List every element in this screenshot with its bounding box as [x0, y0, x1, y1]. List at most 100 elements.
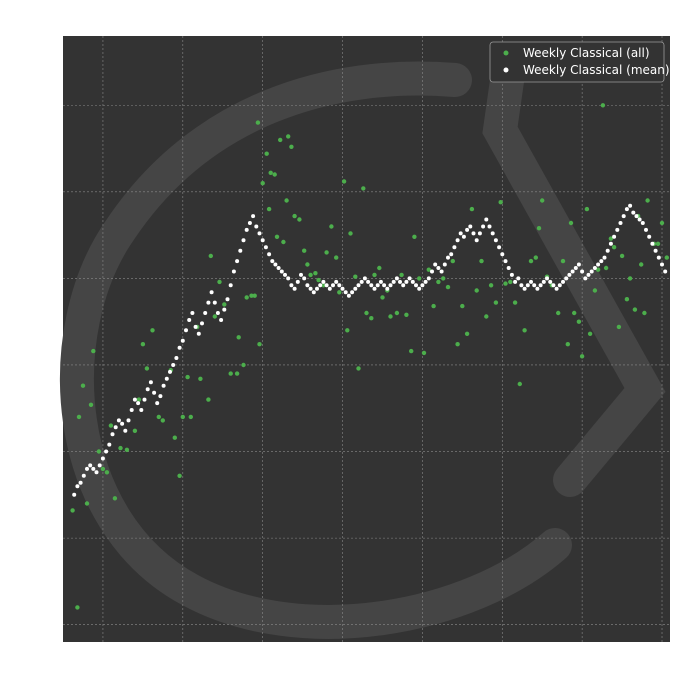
point-mean [513, 279, 518, 284]
point-all [536, 226, 542, 231]
point-mean [455, 238, 460, 243]
point-mean [500, 252, 505, 257]
point-mean [327, 286, 332, 291]
point-all [150, 328, 155, 333]
point-mean [653, 248, 658, 253]
point-all [84, 501, 90, 506]
point-all [337, 290, 342, 295]
point-mean [583, 276, 588, 281]
point-mean [506, 266, 511, 270]
point-mean [187, 318, 192, 322]
point-all [172, 435, 177, 440]
point-all [284, 198, 289, 203]
watermark-logo [59, 43, 666, 639]
point-mean [378, 279, 383, 284]
point-all [268, 170, 273, 175]
point-mean [519, 283, 524, 288]
point-mean [356, 283, 361, 288]
point-all [76, 414, 82, 420]
point-mean [145, 387, 150, 392]
point-mean [631, 210, 636, 215]
point-mean [81, 473, 86, 478]
point-all [380, 295, 385, 300]
point-mean [94, 470, 99, 475]
point-mean [487, 224, 492, 229]
point-all [632, 307, 638, 312]
point-mean [346, 293, 351, 298]
point-all [206, 397, 211, 402]
point-all [316, 277, 321, 283]
point-mean [91, 466, 96, 471]
point-mean [644, 227, 648, 232]
point-all [80, 383, 86, 388]
point-mean [394, 276, 399, 281]
point-all [412, 234, 417, 239]
point-all [217, 279, 222, 285]
point-mean [602, 255, 607, 260]
point-mean [382, 283, 387, 288]
point-mean [605, 248, 610, 253]
point-all [241, 362, 246, 368]
point-mean [110, 432, 115, 437]
point-all [341, 179, 347, 184]
point-mean [359, 279, 364, 284]
point-mean [640, 221, 645, 225]
point-all [484, 314, 489, 319]
point-mean [244, 227, 249, 232]
point-all [91, 348, 96, 354]
point-mean [215, 311, 220, 315]
point-all [96, 449, 102, 454]
point-all [228, 371, 233, 376]
point-mean [624, 207, 629, 212]
point-mean [452, 245, 457, 250]
point-all [289, 144, 294, 149]
point-all [244, 295, 249, 300]
point-mean [481, 224, 486, 229]
point-all [75, 605, 80, 610]
point-mean [420, 283, 425, 288]
point-mean [318, 283, 323, 288]
point-mean [289, 283, 294, 288]
point-all [222, 302, 227, 307]
point-all [236, 335, 241, 340]
point-mean [180, 338, 185, 343]
point-mean [615, 227, 620, 232]
point-mean [164, 376, 169, 381]
point-all [305, 262, 310, 267]
point-all [560, 258, 566, 264]
point-all [313, 271, 318, 276]
point-all [642, 310, 647, 316]
point-mean [493, 238, 498, 243]
point-all [278, 137, 283, 143]
point-mean [586, 272, 591, 277]
point-mean [541, 279, 546, 284]
point-mean [660, 262, 664, 267]
point-all [136, 397, 142, 402]
point-mean [426, 276, 431, 281]
point-all [321, 283, 326, 288]
point-mean [270, 259, 275, 264]
point-all [587, 331, 593, 336]
legend-marker-mean [503, 67, 509, 73]
point-all [409, 348, 414, 354]
point-mean [596, 262, 601, 267]
point-mean [567, 272, 572, 277]
point-all [372, 272, 377, 278]
point-mean [315, 286, 319, 291]
point-mean [238, 248, 243, 253]
point-mean [391, 279, 396, 284]
point-all [639, 262, 644, 267]
point-all [272, 172, 277, 177]
point-all [394, 310, 400, 316]
point-all [592, 288, 598, 293]
point-mean [171, 363, 176, 367]
point-mean [219, 318, 224, 322]
point-all [619, 253, 625, 259]
series-mean [72, 203, 668, 497]
point-mean [158, 394, 163, 399]
point-all [257, 342, 262, 347]
point-mean [449, 252, 454, 257]
point-all [274, 234, 280, 239]
point-mean [545, 276, 549, 281]
point-mean [589, 269, 594, 274]
